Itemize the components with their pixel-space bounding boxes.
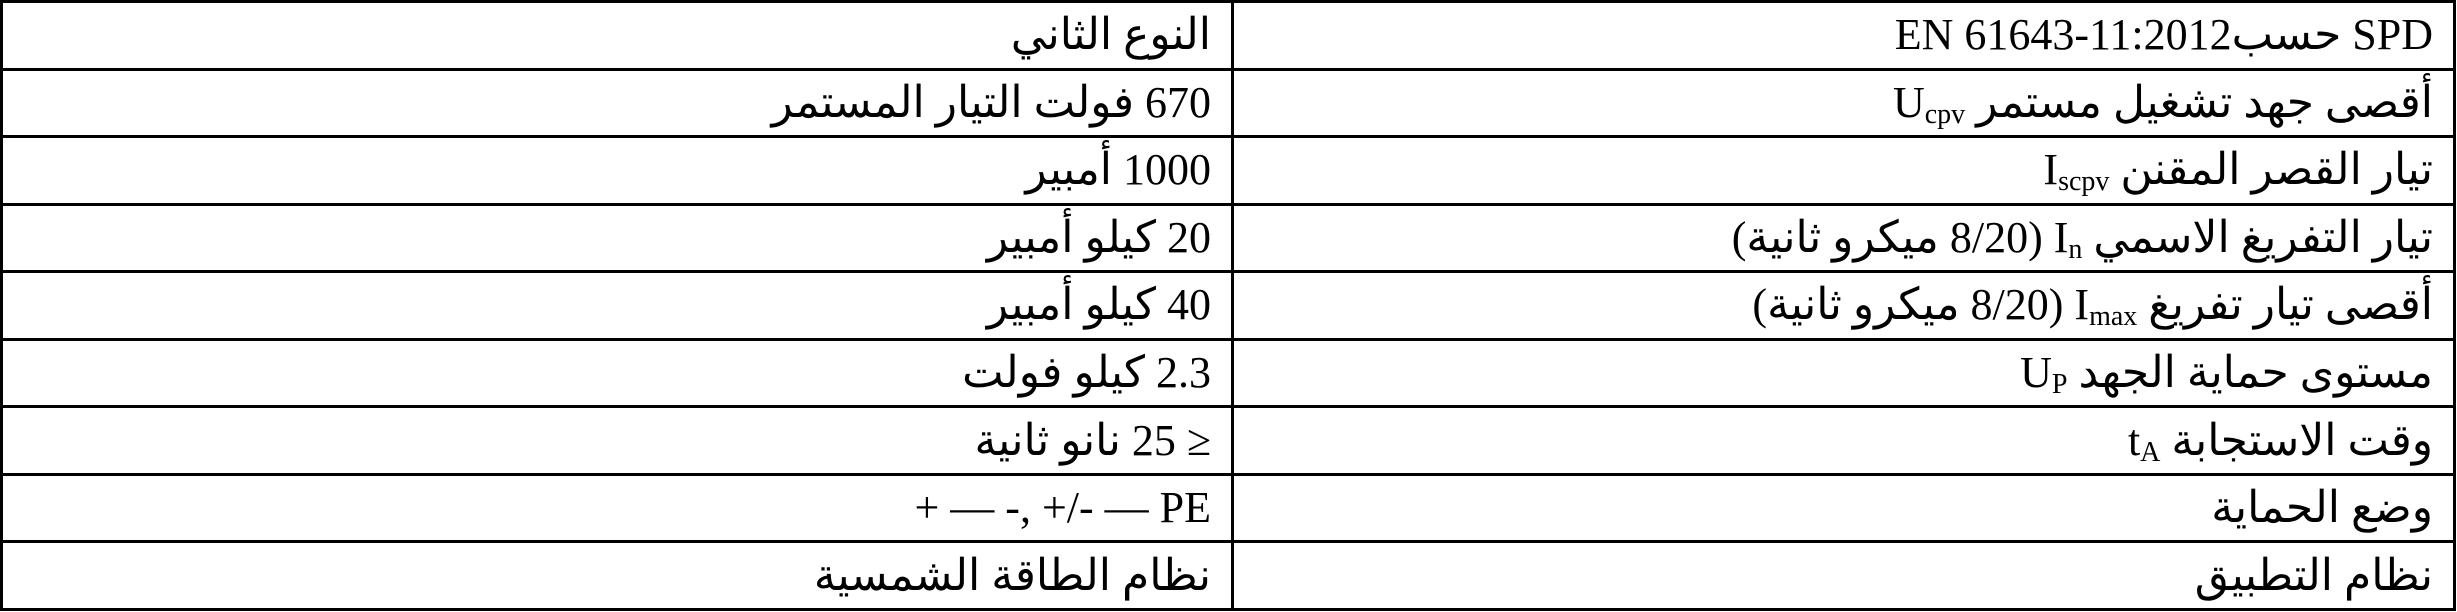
spec-value: 670 فولت التيار المستمر [0,67,1234,139]
table-row: وضع الحماية + — -, +/- — PE [0,472,2456,544]
symbol-main: I [2074,280,2090,330]
table-row: أقصى جهد تشغيل مستمر Ucpv 670 فولت التيا… [0,67,2456,139]
spec-value: نظام الطاقة الشمسية [0,540,1234,611]
spec-symbol: In [2054,207,2083,269]
spec-label: مستوى حماية الجهد UP [1231,337,2456,409]
symbol-main: U [1892,77,1925,127]
spec-label-text: تيار التفريغ الاسمي [2093,212,2433,262]
spec-value: ≥ 25 نانو ثانية [0,405,1234,476]
spec-label-text: وضع الحماية [2211,483,2433,533]
spec-label-text: أقصى جهد تشغيل مستمر [1976,77,2433,127]
symbol-subscript: P [2051,369,2068,400]
spec-label-text: SPD حسبEN 61643-11:2012 [1894,10,2433,60]
spec-value: 40 كيلو أمبير [0,270,1234,341]
spec-label: SPD حسبEN 61643-11:2012 [1231,0,2456,71]
table-row: وقت الاستجابة tA ≥ 25 نانو ثانية [0,405,2456,476]
spec-label-text: تيار القصر المقنن [2120,145,2433,195]
spec-label: وقت الاستجابة tA [1231,405,2456,476]
symbol-main: t [2127,415,2141,465]
spec-symbol: Iscpv [2043,140,2110,202]
table-row: أقصى تيار تفريغ Imax (8/20 ميكرو ثانية) … [0,270,2456,341]
spec-value-text: 25 نانو ثانية [974,415,1176,465]
spec-label-text: نظام التطبيق [2194,550,2433,600]
spec-label: تيار القصر المقنن Iscpv [1231,135,2456,206]
spec-symbol: Imax [2074,275,2138,337]
spec-label-text: أقصى تيار تفريغ [2148,280,2433,330]
symbol-subscript: scpv [2058,166,2110,198]
greater-equal-symbol: ≥ [1186,415,1211,465]
symbol-subscript: A [2140,436,2161,468]
spec-label: أقصى جهد تشغيل مستمر Ucpv [1231,67,2456,139]
spec-label-suffix: (8/20 ميكرو ثانية) [1752,280,2064,330]
table-row: تيار القصر المقنن Iscpv 1000 أمبير [0,135,2456,206]
spec-symbol: Ucpv [1893,72,1965,134]
spec-value: 1000 أمبير [0,135,1234,206]
spec-label-text: وقت الاستجابة [2171,415,2433,465]
spec-value: النوع الثاني [0,0,1234,71]
spec-symbol: UP [2020,342,2067,404]
protection-mode-text: + — -, +/- — PE [914,483,1211,533]
symbol-main: I [2053,212,2069,262]
table-row: تيار التفريغ الاسمي In (8/20 ميكرو ثانية… [0,202,2456,274]
spec-label-text: مستوى حماية الجهد [2078,348,2433,397]
symbol-subscript: n [2068,233,2083,265]
spec-label: تيار التفريغ الاسمي In (8/20 ميكرو ثانية… [1231,202,2456,274]
spec-value: 2.3 كيلو فولت [0,337,1234,409]
symbol-subscript: max [2089,301,2138,333]
spec-label: نظام التطبيق [1231,540,2456,611]
spec-symbol: tA [2128,410,2160,472]
symbol-subscript: cpv [1924,98,1966,130]
spec-label: أقصى تيار تفريغ Imax (8/20 ميكرو ثانية) [1231,270,2456,341]
spec-label: وضع الحماية [1231,472,2456,544]
table-row: SPD حسبEN 61643-11:2012 النوع الثاني [0,0,2456,71]
table-row: نظام التطبيق نظام الطاقة الشمسية [0,540,2456,611]
spec-value: + — -, +/- — PE [0,472,1234,544]
symbol-main: U [2020,348,2052,397]
spec-label-suffix: (8/20 ميكرو ثانية) [1731,212,2043,262]
table-row: مستوى حماية الجهد UP 2.3 كيلو فولت [0,337,2456,409]
symbol-main: I [2043,145,2059,195]
spec-value: 20 كيلو أمبير [0,202,1234,274]
